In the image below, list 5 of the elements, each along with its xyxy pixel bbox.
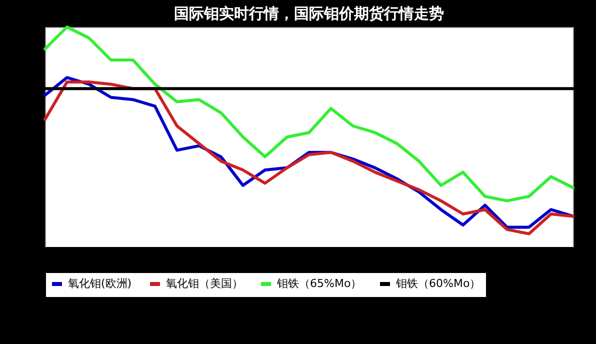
legend-label: 钼铁（65%Mo） bbox=[276, 277, 362, 290]
legend-label: 氧化钼(欧洲) bbox=[68, 277, 132, 290]
chart-title: 国际钼实时行情，国际钼价期货行情走势 bbox=[174, 4, 444, 22]
legend-label: 氧化钼（美国） bbox=[166, 277, 243, 290]
legend-label: 钼铁（60%Mo） bbox=[395, 277, 481, 290]
